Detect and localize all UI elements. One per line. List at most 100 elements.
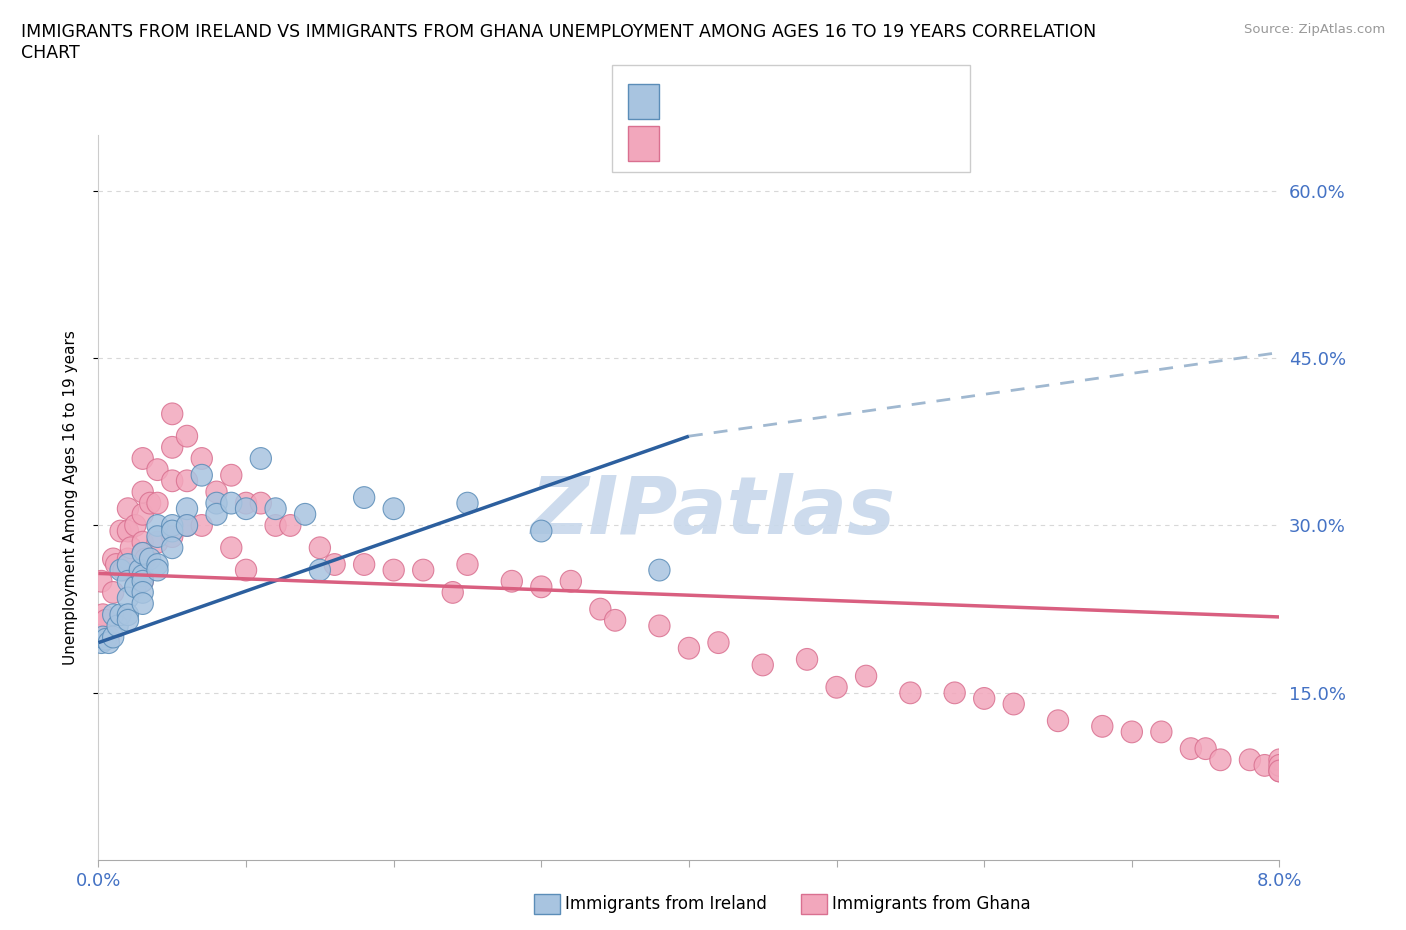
Ellipse shape <box>162 403 183 425</box>
Ellipse shape <box>105 553 127 576</box>
Ellipse shape <box>264 514 287 537</box>
Ellipse shape <box>205 503 228 525</box>
Ellipse shape <box>648 615 671 637</box>
Ellipse shape <box>176 425 198 447</box>
Ellipse shape <box>191 447 212 470</box>
Ellipse shape <box>139 492 160 514</box>
Ellipse shape <box>162 436 183 458</box>
Ellipse shape <box>250 492 271 514</box>
Ellipse shape <box>382 498 405 520</box>
Ellipse shape <box>132 542 153 565</box>
Ellipse shape <box>125 576 146 598</box>
Ellipse shape <box>117 609 139 631</box>
Ellipse shape <box>112 559 134 581</box>
Ellipse shape <box>146 559 169 581</box>
Ellipse shape <box>162 470 183 492</box>
Ellipse shape <box>235 559 257 581</box>
Ellipse shape <box>1239 749 1261 771</box>
Ellipse shape <box>162 525 183 548</box>
Ellipse shape <box>176 498 198 520</box>
Ellipse shape <box>93 626 114 648</box>
Ellipse shape <box>309 537 330 559</box>
Ellipse shape <box>117 520 139 542</box>
Ellipse shape <box>176 514 198 537</box>
Ellipse shape <box>107 615 128 637</box>
Ellipse shape <box>1268 760 1291 782</box>
Ellipse shape <box>530 576 553 598</box>
Ellipse shape <box>132 592 153 615</box>
Ellipse shape <box>205 492 228 514</box>
Ellipse shape <box>129 559 150 581</box>
Ellipse shape <box>117 604 139 626</box>
Ellipse shape <box>103 581 124 604</box>
Ellipse shape <box>1268 749 1291 771</box>
Ellipse shape <box>91 631 112 654</box>
Text: IMMIGRANTS FROM IRELAND VS IMMIGRANTS FROM GHANA UNEMPLOYMENT AMONG AGES 16 TO 1: IMMIGRANTS FROM IRELAND VS IMMIGRANTS FR… <box>21 23 1097 62</box>
Ellipse shape <box>678 637 700 659</box>
Ellipse shape <box>146 514 169 537</box>
Ellipse shape <box>382 559 405 581</box>
Ellipse shape <box>1150 721 1173 743</box>
Ellipse shape <box>309 559 330 581</box>
Text: 0.327: 0.327 <box>730 92 783 111</box>
Ellipse shape <box>146 525 169 548</box>
Y-axis label: Unemployment Among Ages 16 to 19 years: Unemployment Among Ages 16 to 19 years <box>63 330 77 665</box>
Ellipse shape <box>132 503 153 525</box>
Ellipse shape <box>501 570 523 592</box>
Ellipse shape <box>353 553 375 576</box>
Ellipse shape <box>707 631 730 654</box>
Ellipse shape <box>205 481 228 503</box>
Ellipse shape <box>93 604 114 626</box>
Ellipse shape <box>110 604 131 626</box>
Ellipse shape <box>146 531 169 553</box>
Text: N =: N = <box>808 134 856 153</box>
Ellipse shape <box>530 520 553 542</box>
Text: Source: ZipAtlas.com: Source: ZipAtlas.com <box>1244 23 1385 36</box>
Text: Immigrants from Ghana: Immigrants from Ghana <box>832 895 1031 913</box>
Ellipse shape <box>221 464 242 486</box>
Ellipse shape <box>146 553 169 576</box>
Ellipse shape <box>752 654 773 676</box>
Ellipse shape <box>103 626 124 648</box>
Ellipse shape <box>132 581 153 604</box>
Ellipse shape <box>117 570 139 592</box>
Text: 45: 45 <box>860 92 883 111</box>
Ellipse shape <box>560 570 582 592</box>
Ellipse shape <box>96 609 117 631</box>
Ellipse shape <box>162 514 183 537</box>
Ellipse shape <box>280 514 301 537</box>
Ellipse shape <box>605 609 626 631</box>
Ellipse shape <box>162 537 183 559</box>
Ellipse shape <box>110 559 131 581</box>
Ellipse shape <box>221 492 242 514</box>
Ellipse shape <box>235 492 257 514</box>
Ellipse shape <box>235 498 257 520</box>
Ellipse shape <box>103 548 124 570</box>
Ellipse shape <box>132 570 153 592</box>
Ellipse shape <box>648 559 671 581</box>
Ellipse shape <box>132 481 153 503</box>
Ellipse shape <box>796 648 818 671</box>
Ellipse shape <box>1209 749 1232 771</box>
Ellipse shape <box>98 631 120 654</box>
Ellipse shape <box>117 498 139 520</box>
Ellipse shape <box>117 548 139 570</box>
Text: Immigrants from Ireland: Immigrants from Ireland <box>565 895 768 913</box>
Ellipse shape <box>1047 710 1069 732</box>
Ellipse shape <box>323 553 346 576</box>
Ellipse shape <box>457 492 478 514</box>
Text: ZIPatlas: ZIPatlas <box>530 473 896 551</box>
Ellipse shape <box>900 682 921 704</box>
Ellipse shape <box>1091 715 1114 737</box>
Ellipse shape <box>589 598 612 620</box>
Ellipse shape <box>973 687 995 710</box>
Ellipse shape <box>98 626 120 648</box>
Ellipse shape <box>121 537 142 559</box>
Ellipse shape <box>96 629 117 650</box>
Ellipse shape <box>132 565 153 587</box>
Ellipse shape <box>441 581 464 604</box>
Ellipse shape <box>1254 754 1275 777</box>
Ellipse shape <box>943 682 966 704</box>
Ellipse shape <box>91 570 112 592</box>
Ellipse shape <box>1195 737 1216 760</box>
